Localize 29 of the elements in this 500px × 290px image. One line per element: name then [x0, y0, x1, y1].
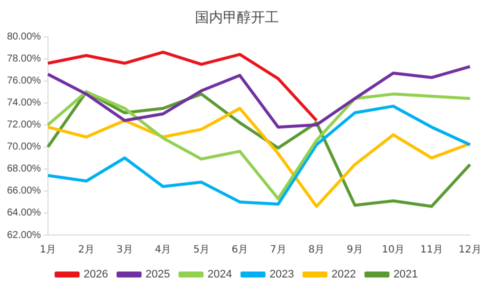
chart-title: 国内甲醇开工 — [195, 10, 279, 26]
legend-label: 2021 — [393, 268, 418, 281]
x-tick-label: 5月 — [193, 244, 210, 256]
legend-label: 2024 — [208, 268, 232, 281]
y-tick-label: 78.00% — [6, 54, 42, 65]
y-tick-label: 80.00% — [6, 32, 42, 43]
x-tick-label: 6月 — [232, 244, 248, 256]
x-tick-label: 2月 — [78, 244, 94, 256]
y-tick-label: 66.00% — [6, 186, 42, 197]
y-tick-label: 70.00% — [6, 142, 42, 153]
legend-label: 2026 — [84, 268, 108, 281]
legend-label: 2025 — [146, 268, 170, 281]
x-tick-label: 12月 — [458, 244, 482, 256]
y-tick-label: 68.00% — [6, 164, 42, 175]
x-tick-label: 7月 — [270, 244, 286, 256]
x-tick-label: 3月 — [116, 244, 133, 256]
y-tick-label: 64.00% — [6, 208, 42, 219]
x-tick-label: 1月 — [40, 244, 56, 256]
x-tick-label: 10月 — [382, 244, 405, 256]
x-tick-label: 9月 — [346, 244, 364, 256]
y-tick-label: 74.00% — [6, 98, 42, 109]
y-tick-label: 76.00% — [6, 76, 42, 87]
legend-label: 2023 — [270, 268, 294, 281]
x-tick-label: 8月 — [308, 244, 325, 256]
y-tick-label: 72.00% — [6, 120, 42, 131]
x-tick-label: 4月 — [154, 244, 172, 256]
y-tick-label: 62.00% — [6, 230, 42, 241]
legend-label: 2022 — [331, 268, 356, 281]
x-tick-label: 11月 — [420, 244, 443, 256]
